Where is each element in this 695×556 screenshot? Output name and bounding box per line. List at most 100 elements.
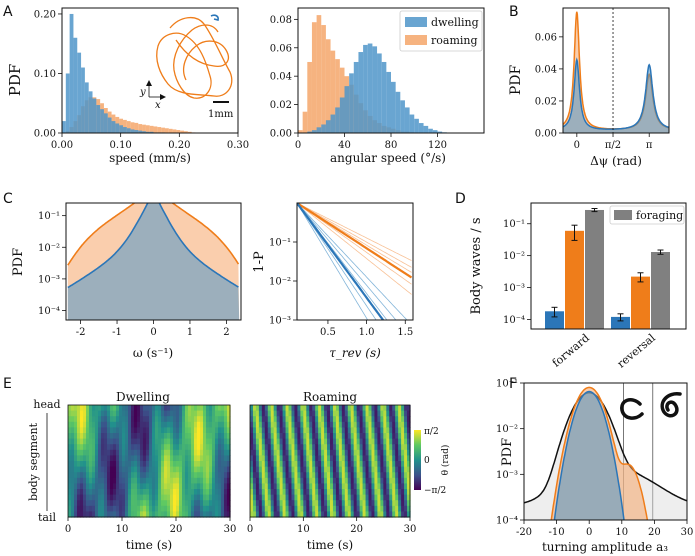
heat-cell xyxy=(294,449,298,456)
heat-cell xyxy=(191,505,195,512)
heat-cell xyxy=(255,449,260,456)
heat-cell xyxy=(312,472,316,479)
heat-cell xyxy=(285,405,290,412)
heat-cell xyxy=(113,494,117,501)
heat-cell xyxy=(318,477,322,484)
heat-cell xyxy=(300,438,304,445)
heat-cell xyxy=(215,438,219,445)
heat-cell xyxy=(368,505,373,512)
heat-cell xyxy=(341,405,346,412)
heat-cell xyxy=(338,489,343,496)
heat-cell xyxy=(155,483,159,490)
heat-cell xyxy=(164,405,168,412)
heat-cell xyxy=(83,477,87,484)
heat-cell xyxy=(224,410,228,417)
bar-dwelling xyxy=(377,53,382,133)
line-foraging xyxy=(524,391,687,504)
heat-cell xyxy=(158,505,162,512)
heat-cell xyxy=(161,438,165,445)
x-tick-label: 20 xyxy=(170,524,183,535)
heat-cell xyxy=(395,505,399,512)
heat-cell xyxy=(401,461,405,468)
heat-cell xyxy=(377,500,381,507)
bar-dwelling xyxy=(81,67,85,133)
heat-cell xyxy=(149,483,153,490)
heat-cell xyxy=(335,500,340,507)
heat-cell xyxy=(224,421,228,428)
heat-cell xyxy=(356,500,361,507)
heat-cell xyxy=(371,483,376,490)
heat-cell xyxy=(131,405,135,412)
heat-cell xyxy=(125,416,129,423)
heat-cell xyxy=(110,489,114,496)
heat-cell xyxy=(362,466,367,473)
heat-cell xyxy=(95,405,99,412)
heat-cell xyxy=(86,483,90,490)
heat-cell xyxy=(188,427,192,434)
heat-cell xyxy=(218,489,222,496)
heat-cell xyxy=(401,427,405,434)
heat-cell xyxy=(291,511,296,518)
x-tick-label: 10 xyxy=(615,527,628,538)
heat-cell xyxy=(83,472,87,479)
heat-cell xyxy=(203,444,207,451)
heat-cell xyxy=(95,477,99,484)
heat-cell xyxy=(273,500,278,507)
legend-swatch-roaming xyxy=(405,35,427,45)
heat-cell xyxy=(327,410,331,417)
heat-cell xyxy=(191,449,195,456)
heat-cell xyxy=(107,489,111,496)
heat-cell xyxy=(335,421,340,428)
heat-cell xyxy=(71,405,75,412)
heat-cell xyxy=(155,438,159,445)
heat-cell xyxy=(335,461,340,468)
heat-cell xyxy=(297,505,301,512)
heat-cell xyxy=(152,410,156,417)
heat-cell xyxy=(401,433,405,440)
x-tick-label: 0 xyxy=(574,140,580,151)
heat-cell xyxy=(107,421,111,428)
heat-cell xyxy=(330,483,334,490)
heat-cell xyxy=(341,421,346,428)
heat-cell xyxy=(110,472,114,479)
heat-cell xyxy=(368,466,373,473)
bar-dwelling xyxy=(84,82,89,133)
heat-cell xyxy=(86,511,90,518)
heat-cell xyxy=(113,416,117,423)
heat-cell xyxy=(404,416,408,423)
heat-cell xyxy=(356,505,361,512)
y-tick-label: 0.10 xyxy=(34,69,56,80)
heat-cell xyxy=(95,449,99,456)
heat-cell xyxy=(392,405,396,412)
heat-cell xyxy=(252,494,257,501)
heat-cell xyxy=(71,455,75,462)
heat-cell xyxy=(101,461,105,468)
heat-cell xyxy=(206,416,210,423)
heat-cell xyxy=(86,472,90,479)
heat-cell xyxy=(98,421,102,428)
heat-cell xyxy=(350,405,355,412)
heat-cell xyxy=(116,433,120,440)
heat-cell xyxy=(98,494,102,501)
heat-cell xyxy=(371,505,376,512)
heat-cell xyxy=(119,410,123,417)
heat-cell xyxy=(170,438,174,445)
heat-cell xyxy=(270,438,275,445)
heat-cell xyxy=(218,427,222,434)
heat-cell xyxy=(285,461,290,468)
heat-cell xyxy=(167,427,171,434)
y-axis-label: PDF xyxy=(11,248,26,276)
heat-cell xyxy=(267,438,272,445)
heat-cell xyxy=(335,444,340,451)
heat-cell xyxy=(116,444,120,451)
heat-cell xyxy=(80,416,84,423)
bar-roaming xyxy=(184,131,188,133)
heat-cell xyxy=(206,489,210,496)
heat-cell xyxy=(356,494,361,501)
heat-cell xyxy=(312,449,316,456)
heat-cell xyxy=(359,483,364,490)
y-axis-label: body segment xyxy=(27,422,40,501)
heat-cell xyxy=(335,405,340,412)
heat-cell xyxy=(285,494,290,501)
heat-cell xyxy=(212,416,216,423)
